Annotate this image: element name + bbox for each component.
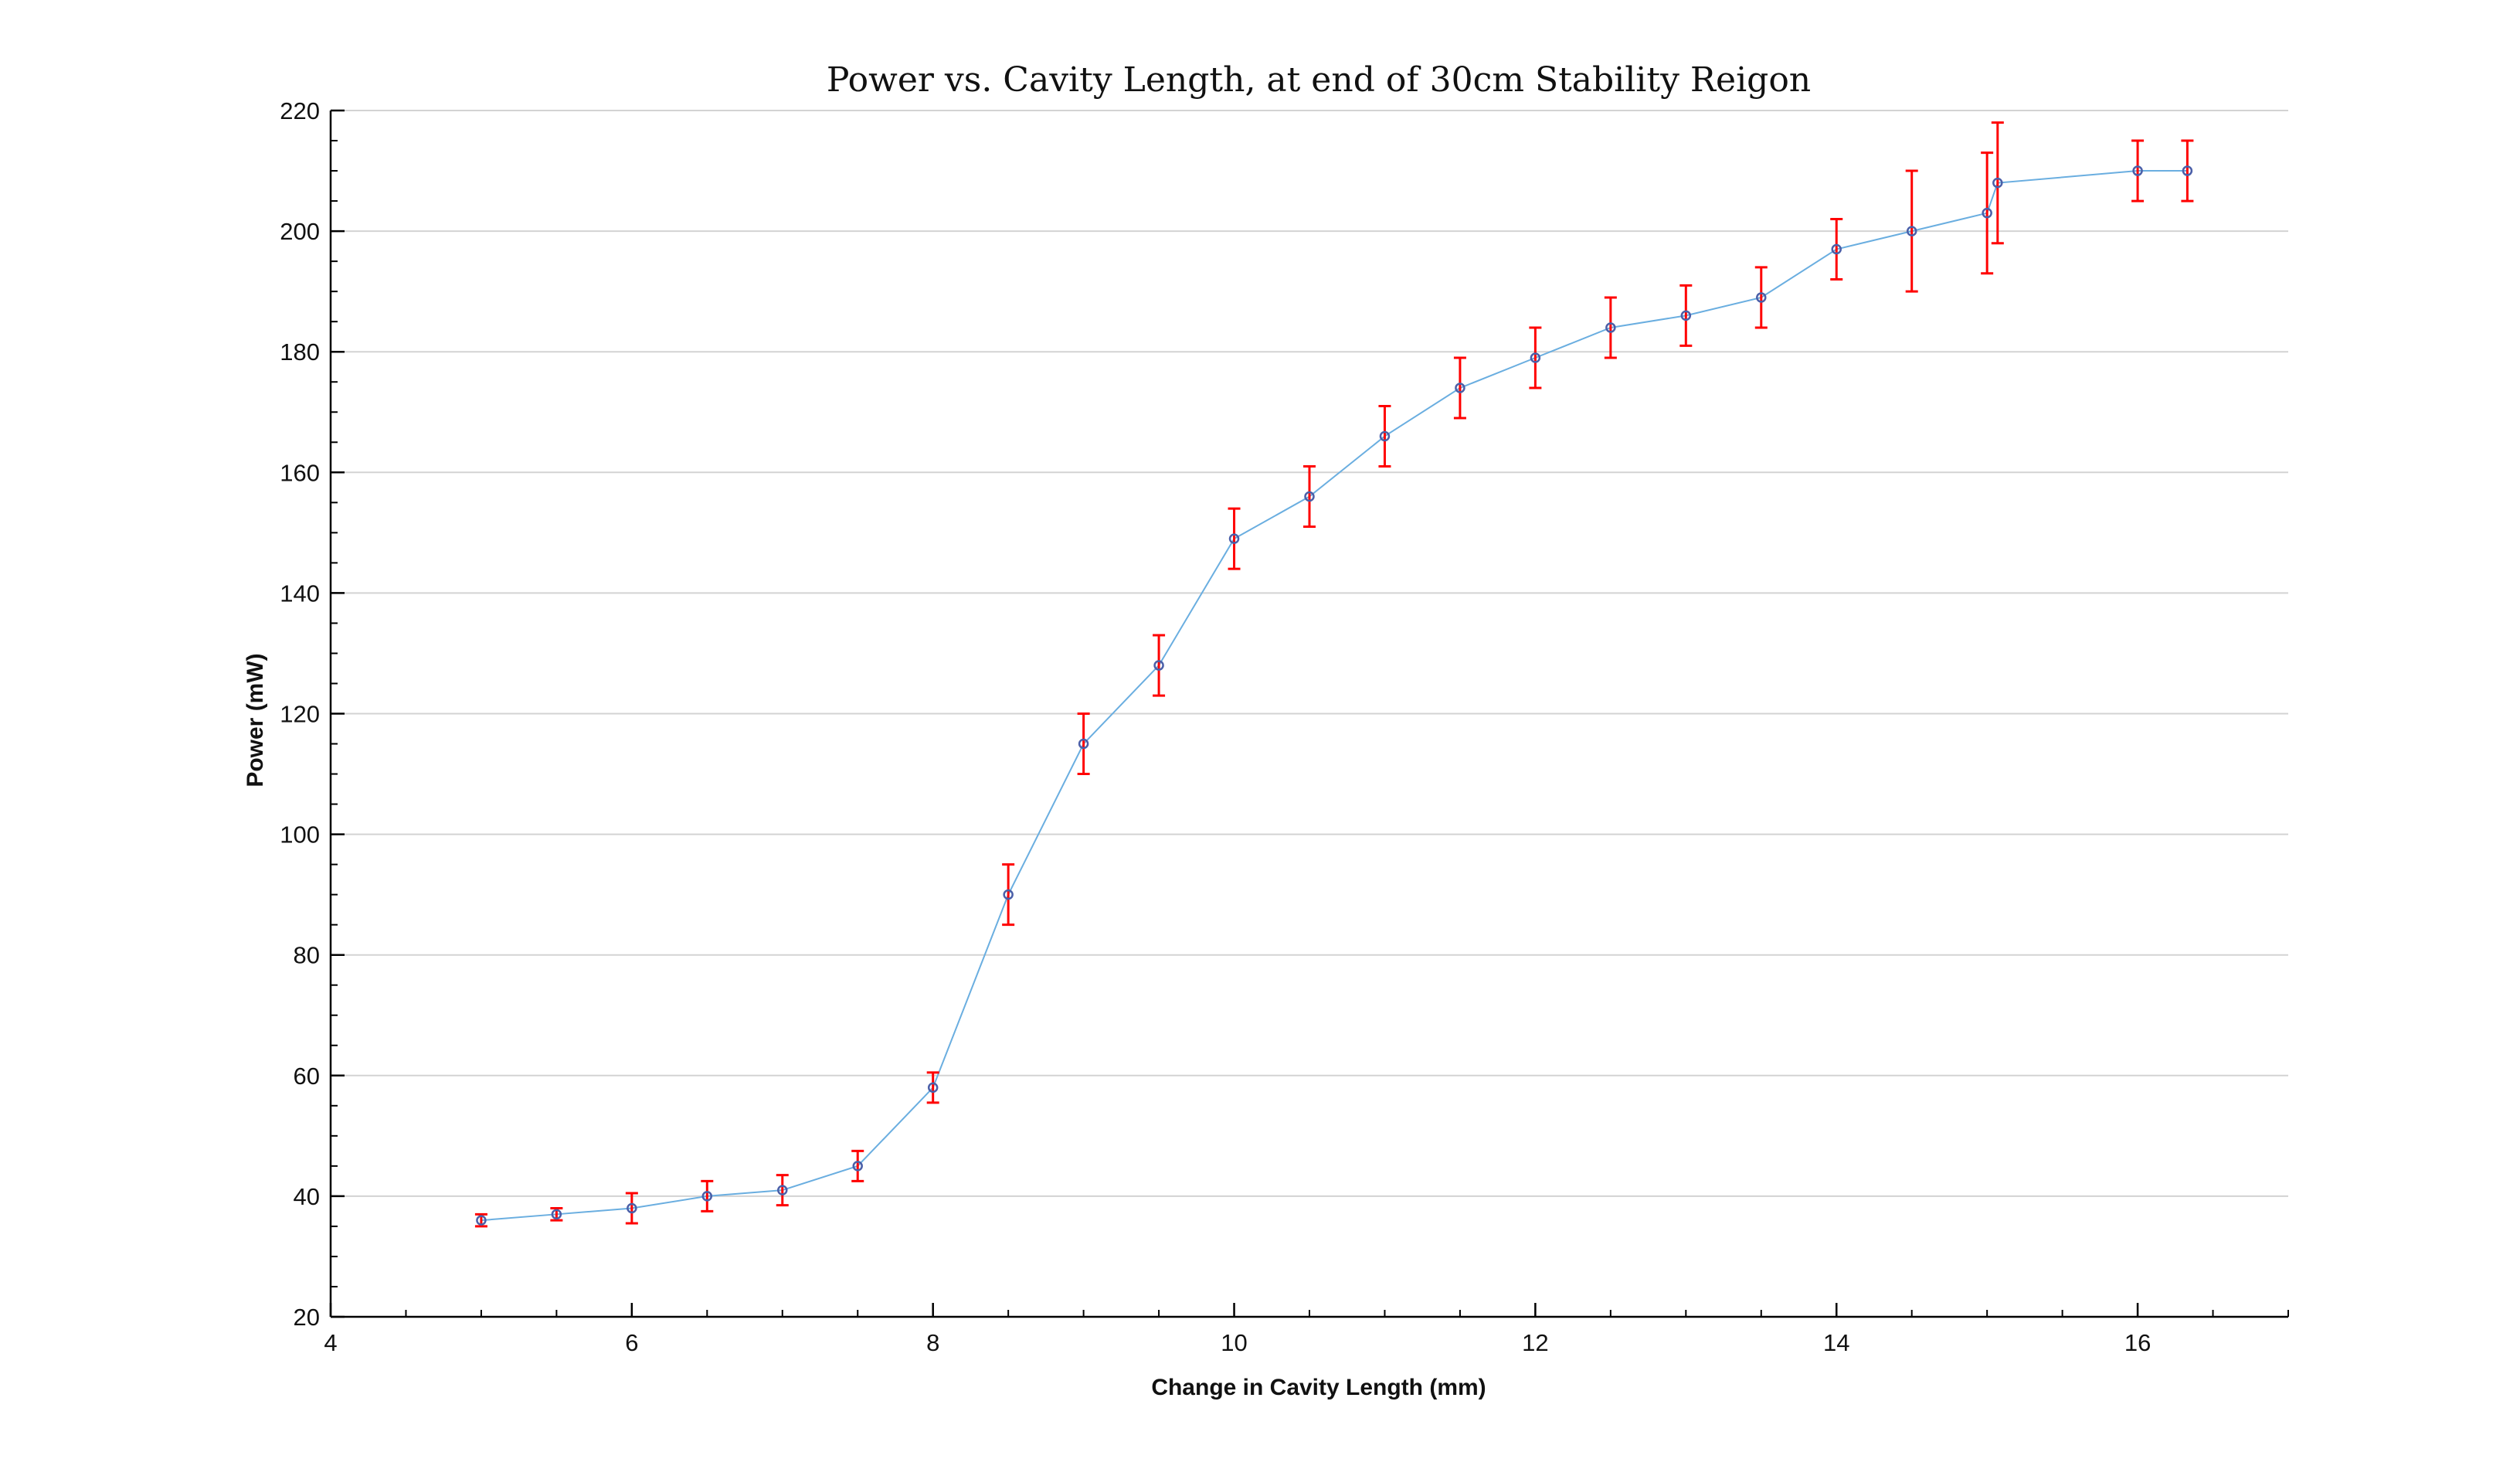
data-point (1756, 292, 1767, 303)
y-tick-label: 60 (294, 1063, 320, 1090)
data-point (476, 1215, 487, 1226)
error-bars (474, 121, 2194, 1228)
grid-lines (331, 110, 2288, 1197)
error-bar (625, 1192, 638, 1225)
x-tick-label: 12 (1522, 1329, 1548, 1356)
data-point (1530, 352, 1541, 363)
x-tick-label: 10 (1221, 1329, 1247, 1356)
data-point (927, 1082, 939, 1093)
data-point (1304, 491, 1315, 502)
data-point (1982, 207, 1992, 219)
error-bar (851, 1149, 864, 1182)
y-tick-labels: 20 40 60 80 100 120 140 160 180 200 220 (280, 97, 320, 1331)
y-tick-label: 180 (280, 338, 320, 366)
y-tick-label: 80 (294, 942, 320, 969)
axes (329, 109, 2289, 1318)
x-axis-label: Change in Cavity Length (mm) (1151, 1375, 1486, 1400)
error-bar (701, 1179, 714, 1212)
x-tick-label: 4 (324, 1329, 337, 1356)
y-tick-label: 120 (280, 701, 320, 728)
error-bar (1303, 464, 1316, 529)
error-bar (1153, 634, 1166, 697)
error-bar (1604, 296, 1617, 359)
data-point (1455, 383, 1465, 393)
error-bar (1077, 712, 1090, 776)
data-point (852, 1161, 863, 1172)
data-point (1078, 738, 1089, 750)
data-point (551, 1209, 562, 1220)
data-point (1003, 889, 1014, 900)
y-tick-label: 160 (280, 459, 320, 486)
error-bar (1830, 217, 1843, 281)
error-bar (1981, 151, 1994, 275)
data-point (1605, 322, 1616, 333)
y-tick-label: 140 (280, 580, 320, 607)
y-tick-label: 220 (280, 97, 320, 124)
data-point (2182, 165, 2193, 176)
x-tick-label: 16 (2124, 1329, 2151, 1356)
data-point (1379, 430, 1391, 442)
error-bar (2181, 139, 2194, 202)
x-tick-label: 14 (1823, 1329, 1849, 1356)
y-tick-label: 200 (280, 218, 320, 245)
error-bar (1905, 169, 1918, 293)
data-point (627, 1202, 637, 1214)
chart-title: Power vs. Cavity Length, at end of 30cm … (827, 60, 1811, 100)
error-bar (926, 1071, 939, 1104)
data-point (1831, 243, 1842, 255)
error-bar (1228, 507, 1241, 570)
series-line (481, 170, 2188, 1222)
error-bar (1529, 326, 1542, 389)
error-bar (776, 1174, 789, 1207)
x-tick-label: 8 (926, 1329, 939, 1356)
data-markers (476, 165, 2193, 1226)
error-bar (2131, 139, 2145, 202)
error-bar (1679, 284, 1693, 347)
y-tick-label: 100 (280, 821, 320, 849)
data-point (1906, 226, 1917, 236)
data-point (1680, 310, 1692, 321)
series-line-group (481, 170, 2188, 1222)
error-bar (1754, 266, 1768, 329)
error-bar (1991, 121, 2004, 245)
data-point (2132, 165, 2143, 176)
data-point (1228, 533, 1240, 544)
error-bar (1002, 863, 1015, 927)
y-axis-label: Power (mW) (243, 653, 268, 787)
x-tick-label: 6 (625, 1329, 638, 1356)
error-bar (1453, 356, 1466, 420)
error-bar (1378, 404, 1391, 468)
x-tick-labels: 4 6 8 10 12 14 16 (324, 1329, 2151, 1356)
y-tick-label: 40 (294, 1183, 320, 1210)
data-point (1992, 177, 2003, 189)
data-point (777, 1185, 788, 1195)
y-tick-label: 20 (294, 1304, 320, 1331)
data-point (701, 1191, 713, 1202)
data-point (1153, 660, 1164, 671)
